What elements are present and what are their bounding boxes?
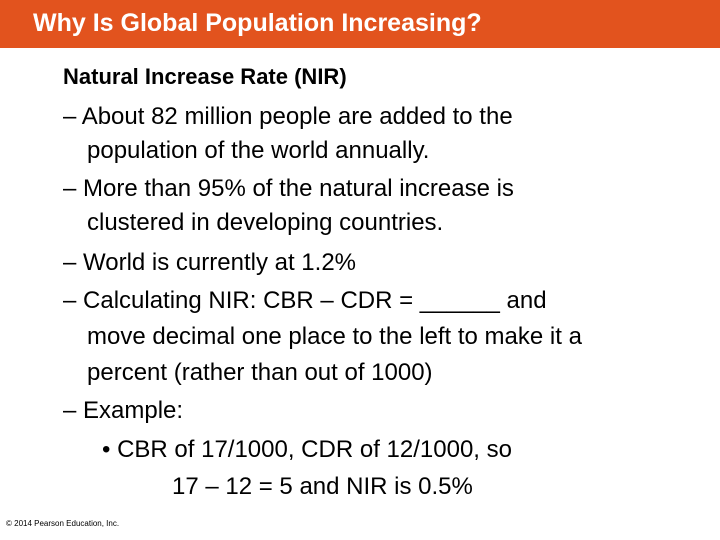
slide-title: Why Is Global Population Increasing? (33, 9, 482, 37)
sub-bullet-line: • CBR of 17/1000, CDR of 12/1000, so (102, 436, 512, 463)
bullet-line: – About 82 million people are added to t… (63, 103, 513, 130)
sub-bullet-line: 17 – 12 = 5 and NIR is 0.5% (172, 473, 473, 500)
bullet-line: move decimal one place to the left to ma… (87, 323, 582, 350)
bullet-line: – World is currently at 1.2% (63, 249, 357, 276)
bullet-line: clustered in developing countries. (87, 209, 444, 236)
bullet-line: – Example: (63, 397, 184, 424)
bullet-line: – More than 95% of the natural increase … (63, 175, 514, 202)
bullet-line: – Calculating NIR: CBR – CDR = ______ an… (63, 287, 547, 314)
bullet-line: percent (rather than out of 1000) (87, 359, 433, 386)
section-heading: Natural Increase Rate (NIR) (63, 64, 347, 89)
title-bar: Why Is Global Population Increasing? (0, 0, 720, 48)
copyright-footer: © 2014 Pearson Education, Inc. (6, 519, 120, 528)
bullet-line: population of the world annually. (87, 137, 430, 164)
